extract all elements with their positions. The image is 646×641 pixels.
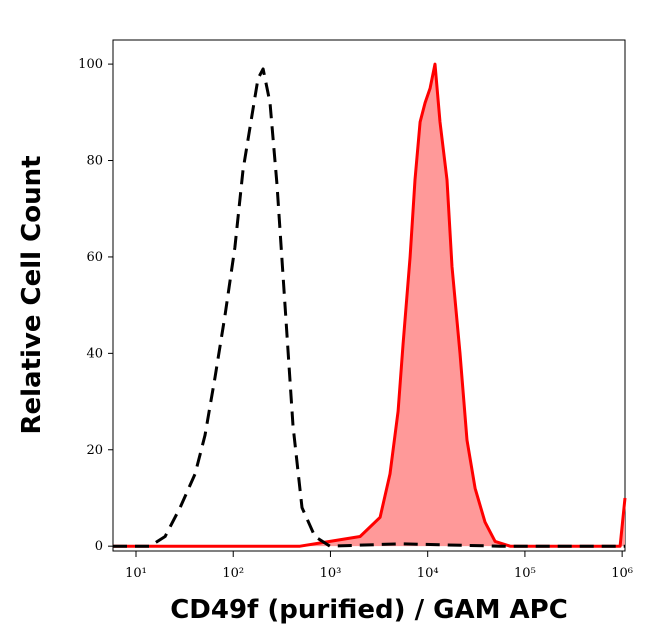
y-tick-label: 100 (78, 57, 103, 72)
x-tick-label: 10¹ (125, 566, 147, 581)
y-tick-label: 80 (86, 154, 103, 169)
series-line (113, 67, 625, 548)
y-tick-label: 40 (86, 346, 103, 361)
x-tick-label: 10⁴ (417, 566, 439, 581)
area (113, 64, 625, 547)
x-tick-label: 10⁶ (611, 566, 633, 581)
y-tick-label: 60 (86, 250, 103, 265)
series-line (113, 62, 627, 548)
y-tick-label: 0 (95, 539, 103, 554)
x-tick-label: 10² (222, 566, 244, 581)
x-tick-label: 10³ (320, 566, 342, 581)
plot-frame (112, 39, 626, 552)
y-tick-label: 20 (86, 443, 103, 458)
y-axis-title: Relative Cell Count (17, 155, 47, 434)
x-tick-label: 10⁵ (514, 566, 536, 581)
x-axis-title: CD49f (purified) / GAM APC (170, 595, 568, 625)
